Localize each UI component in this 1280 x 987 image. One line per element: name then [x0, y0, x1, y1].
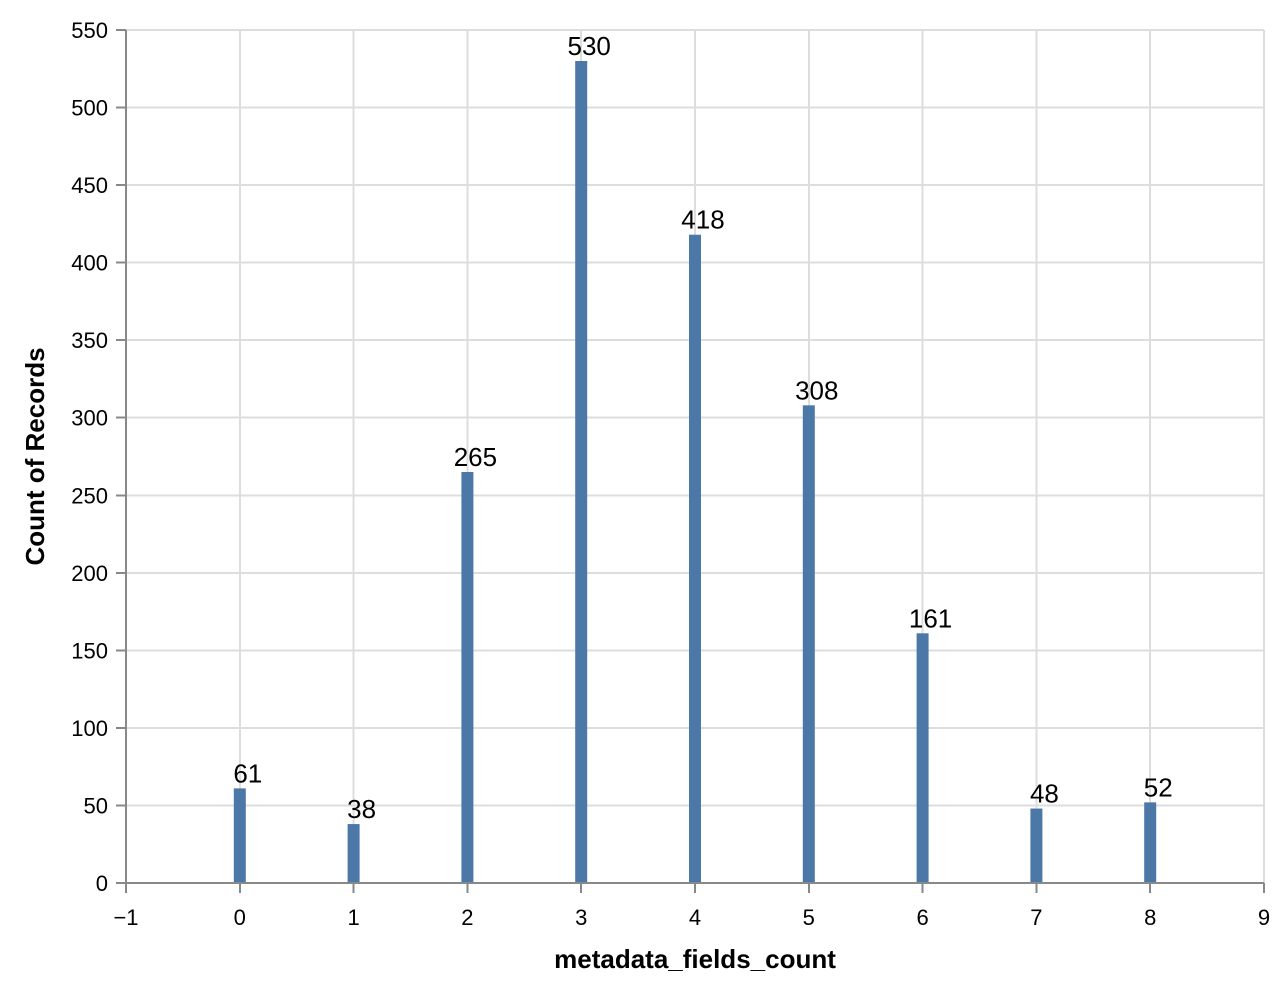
bar-value-label: 161 — [909, 603, 952, 633]
x-tick-label: 6 — [916, 905, 928, 930]
bars-layer — [233, 61, 1157, 884]
bar — [347, 824, 360, 883]
bar-value-label: 38 — [347, 794, 376, 824]
bar — [233, 788, 246, 883]
y-tick-label: 200 — [71, 561, 108, 586]
y-tick-label: 250 — [71, 483, 108, 508]
x-tick-label: 2 — [461, 905, 473, 930]
axes-layer — [116, 29, 1265, 893]
y-tick-label: 300 — [71, 406, 108, 431]
x-tick-label: 9 — [1258, 905, 1270, 930]
y-tick-label: 400 — [71, 251, 108, 276]
x-tick-label: 0 — [234, 905, 246, 930]
x-axis-title: metadata_fields_count — [554, 944, 836, 974]
y-tick-label: 500 — [71, 96, 108, 121]
bar — [802, 405, 815, 883]
y-tick-label: 0 — [96, 871, 108, 896]
x-tick-label: 4 — [689, 905, 701, 930]
x-tick-label: 8 — [1144, 905, 1156, 930]
x-tick-label: −1 — [113, 905, 138, 930]
x-tick-label: 3 — [575, 905, 587, 930]
x-tick-label: 7 — [1030, 905, 1042, 930]
bar — [1144, 802, 1157, 883]
x-tick-label: 5 — [803, 905, 815, 930]
bar — [689, 234, 701, 884]
bar-value-label: 418 — [681, 205, 724, 235]
y-tick-label: 550 — [71, 18, 108, 43]
y-tick-label: 350 — [71, 328, 108, 353]
bar — [1030, 808, 1043, 883]
bar-value-label: 530 — [568, 31, 611, 61]
bar-value-label: 61 — [233, 758, 262, 788]
bar — [575, 61, 588, 883]
y-axis-title: Count of Records — [20, 347, 50, 565]
bar-value-label: 52 — [1144, 772, 1173, 802]
bar — [916, 633, 929, 883]
bar-value-label: 48 — [1030, 779, 1059, 809]
y-tick-label: 100 — [71, 716, 108, 741]
y-tick-label: 450 — [71, 173, 108, 198]
bar-value-label: 265 — [454, 442, 497, 472]
bar-value-label: 308 — [795, 375, 838, 405]
y-tick-label: 50 — [84, 793, 108, 818]
bar — [461, 472, 474, 883]
y-tick-label: 150 — [71, 638, 108, 663]
x-tick-label: 1 — [347, 905, 359, 930]
